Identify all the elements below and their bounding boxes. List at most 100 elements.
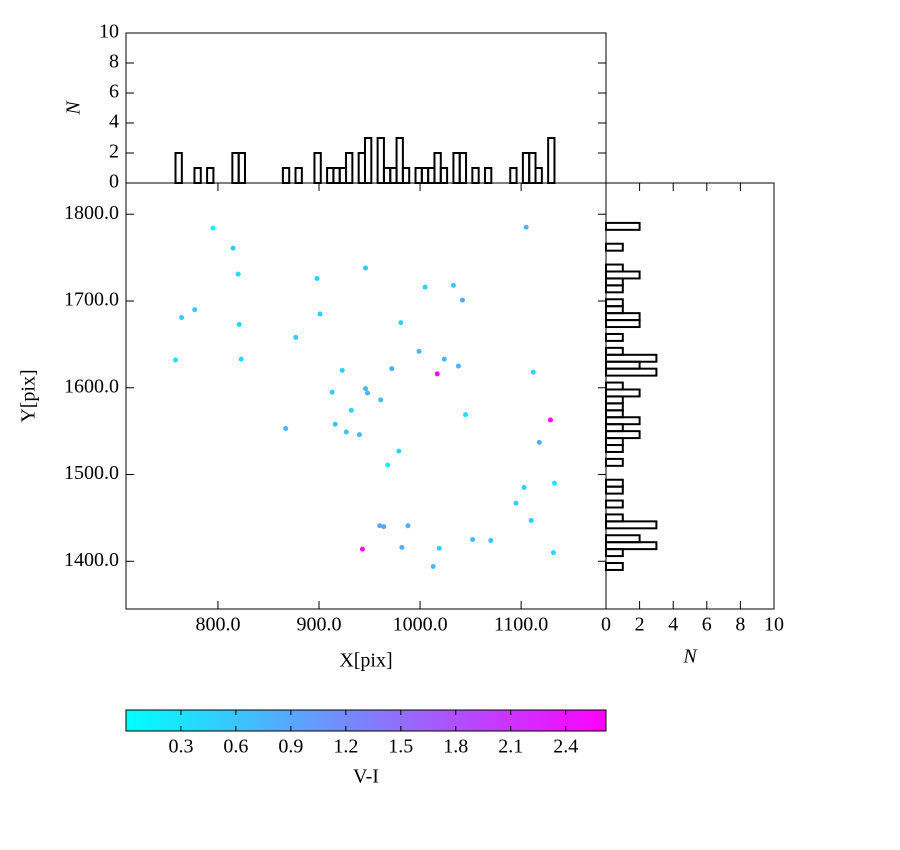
histogram-bar: [294, 167, 303, 184]
histogram-bar: [605, 562, 624, 571]
histogram-bar: [206, 167, 215, 184]
point: [378, 397, 384, 403]
histogram-bar: [605, 395, 624, 405]
colorbar-tick-label: 2.4: [553, 736, 578, 758]
point: [399, 544, 405, 550]
point: [235, 271, 241, 277]
x-tick-label: 2: [635, 614, 645, 636]
point: [523, 224, 529, 230]
histogram-bar: [605, 360, 641, 370]
histogram-bar: [281, 167, 291, 184]
histogram-bar: [509, 167, 518, 184]
axes-frame: [605, 182, 775, 610]
colorbar: [125, 709, 607, 732]
histogram-bar: [313, 152, 322, 184]
histogram-bar: [605, 520, 658, 530]
point: [550, 550, 556, 556]
point: [238, 356, 244, 362]
histogram-bar: [547, 137, 556, 184]
point: [530, 369, 536, 375]
histogram-bar: [605, 346, 624, 356]
colorbar-tick-label: 0.6: [223, 736, 248, 758]
point: [192, 307, 198, 313]
axes-frame: [125, 32, 607, 184]
y-tick-label: 0: [109, 171, 119, 193]
histogram-bar: [605, 353, 658, 363]
point: [422, 284, 428, 290]
point: [293, 334, 299, 340]
y-tick-label: 4: [109, 111, 119, 133]
point: [283, 426, 289, 432]
point: [521, 485, 527, 491]
point: [314, 275, 320, 281]
point: [434, 371, 440, 377]
histogram-bar: [605, 332, 624, 342]
histogram-bar: [345, 152, 354, 184]
histogram-bar: [605, 381, 624, 391]
point: [210, 225, 216, 231]
point: [365, 390, 371, 396]
point: [396, 448, 402, 454]
y-tick-label: 2: [109, 141, 119, 163]
point: [329, 389, 335, 395]
histogram-bar: [605, 402, 624, 412]
point: [343, 429, 349, 435]
point: [398, 320, 404, 326]
histogram-bar: [605, 221, 641, 231]
histogram-bar: [193, 167, 202, 184]
point: [356, 432, 362, 438]
histogram-bar: [605, 541, 658, 551]
x-tick-label: 8: [735, 614, 745, 636]
y-tick-label: 1800.0: [64, 202, 119, 224]
point: [547, 417, 553, 423]
point: [488, 537, 494, 543]
point: [460, 297, 466, 303]
histogram-bar: [605, 305, 624, 315]
histogram-bar: [471, 167, 480, 184]
y-axis-label: N: [63, 100, 85, 116]
x-tick-label: 10: [764, 614, 784, 636]
point: [405, 523, 411, 529]
colorbar-tick-label: 1.2: [333, 736, 358, 758]
histogram-bar: [458, 152, 468, 184]
point: [359, 546, 365, 552]
colorbar-tick-label: 2.1: [498, 736, 523, 758]
y-tick-label: 10: [99, 21, 119, 43]
point: [470, 537, 476, 543]
histogram-bar: [605, 499, 624, 509]
histogram-bar: [605, 478, 624, 488]
axes-frame: [125, 182, 607, 610]
histogram-bar: [605, 548, 624, 558]
histogram-bar: [605, 263, 624, 273]
x-tick-label: 900.0: [297, 614, 342, 636]
y-tick-label: 1400.0: [64, 549, 119, 571]
point: [416, 348, 422, 354]
point: [441, 356, 447, 362]
histogram-bar: [605, 277, 624, 287]
point: [513, 500, 519, 506]
histogram-bar: [605, 319, 641, 329]
y-axis-label: Y[pix]: [18, 369, 40, 422]
point: [385, 462, 391, 468]
point: [528, 518, 534, 524]
point: [436, 545, 442, 551]
colorbar-tick-label: 1.5: [388, 736, 413, 758]
x-tick-label: 1000.0: [393, 614, 448, 636]
histogram-bar: [605, 485, 624, 495]
histogram-bar: [605, 242, 624, 252]
point: [455, 363, 461, 369]
histogram-bar: [483, 167, 493, 184]
x-axis-label: X[pix]: [339, 650, 392, 672]
y-tick-label: 1700.0: [64, 289, 119, 311]
histogram-bar: [174, 152, 183, 184]
x-tick-label: 1100.0: [494, 614, 548, 636]
point: [450, 282, 456, 288]
histogram-bar: [605, 284, 624, 294]
point: [339, 367, 345, 373]
histogram-bar: [439, 167, 449, 184]
histogram-bar: [605, 416, 641, 426]
point: [362, 386, 368, 392]
histogram-bar: [605, 534, 641, 544]
colorbar-label: V-I: [353, 766, 379, 788]
